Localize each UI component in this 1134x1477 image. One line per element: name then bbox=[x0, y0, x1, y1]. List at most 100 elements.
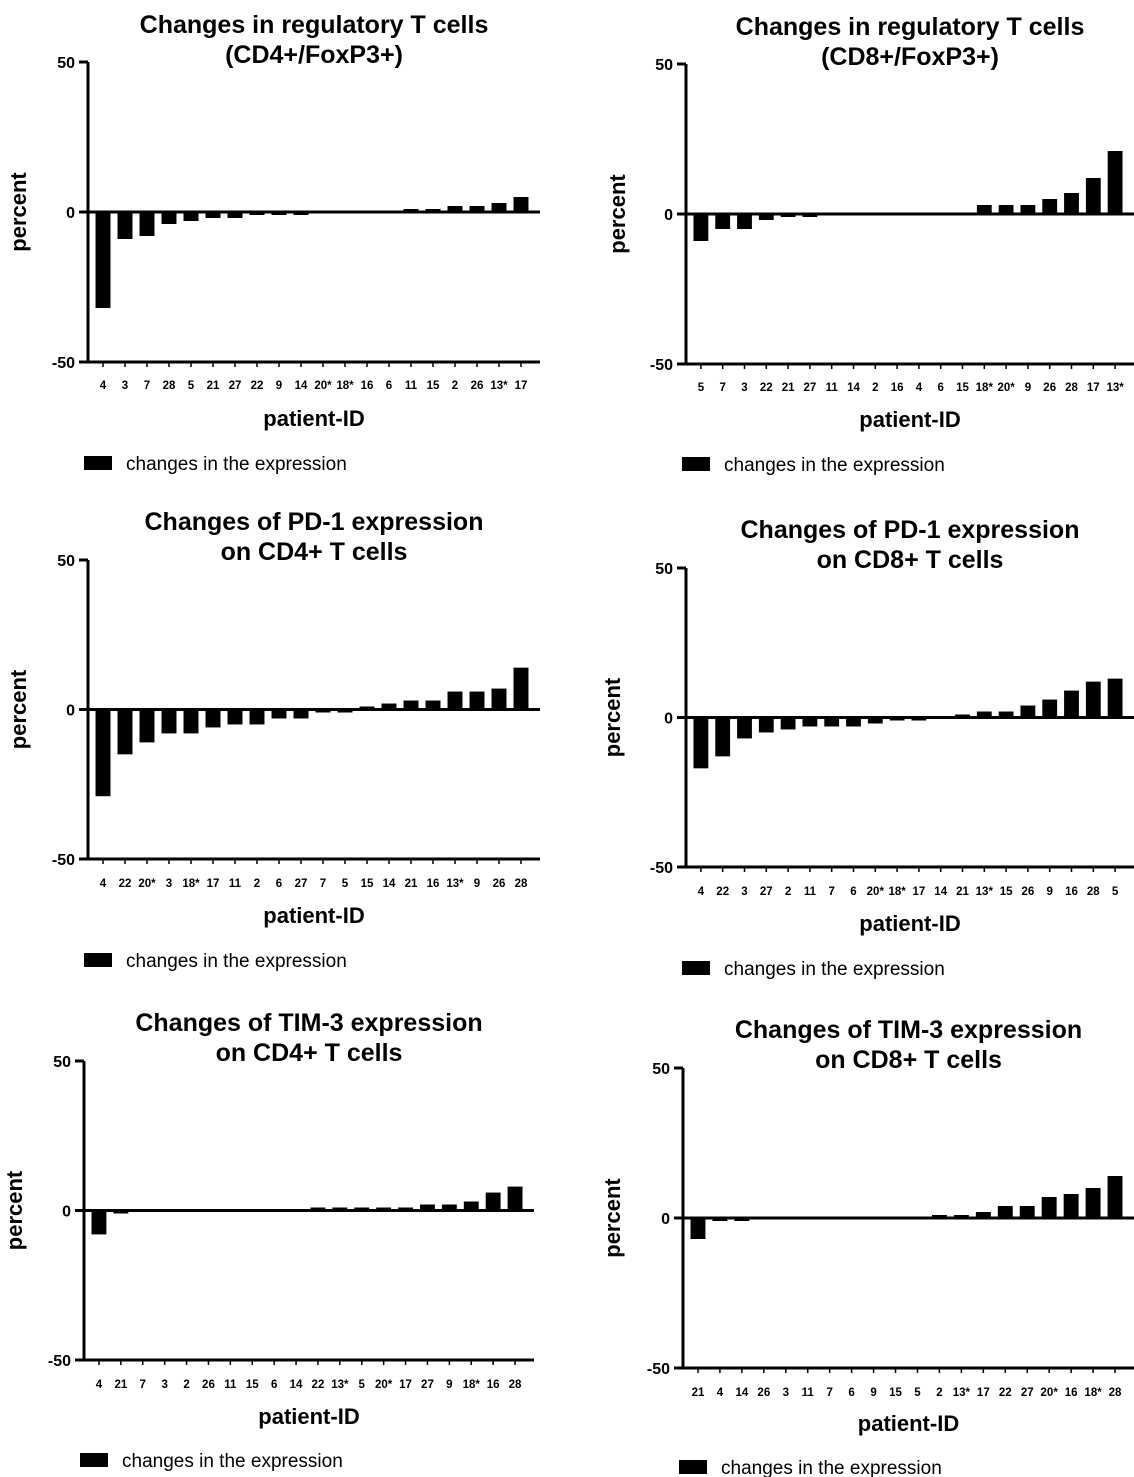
x-tick-label: 20* bbox=[867, 886, 885, 898]
y-tick-label: -50 bbox=[52, 355, 75, 372]
bar bbox=[271, 213, 287, 215]
x-tick-label: 26 bbox=[202, 1379, 215, 1391]
x-tick-label: 28 bbox=[1109, 1387, 1122, 1399]
x-tick-label: 11 bbox=[804, 886, 817, 898]
x-tick-label: 18* bbox=[463, 1379, 481, 1391]
bar bbox=[310, 1207, 326, 1210]
x-tick-label: 9 bbox=[870, 1387, 876, 1399]
x-tick-label: 26 bbox=[757, 1387, 770, 1399]
x-tick-label: 5 bbox=[359, 1379, 366, 1391]
bar bbox=[227, 212, 243, 218]
legend-label: changes in the expression bbox=[126, 951, 347, 972]
bar bbox=[953, 1215, 969, 1217]
x-axis-label: patient-ID bbox=[859, 911, 960, 936]
bar bbox=[205, 212, 221, 218]
x-tick-label: 7 bbox=[144, 380, 150, 392]
x-tick-label: 15 bbox=[956, 382, 969, 394]
x-tick-label: 22 bbox=[760, 382, 773, 394]
x-tick-label: 16 bbox=[487, 1379, 500, 1391]
bar bbox=[976, 711, 992, 718]
x-tick-label: 22 bbox=[312, 1379, 325, 1391]
x-tick-label: 5 bbox=[914, 1387, 921, 1399]
x-tick-label: 4 bbox=[698, 886, 705, 898]
x-tick-label: 16 bbox=[361, 380, 374, 392]
chart-title: on CD4+ T cells bbox=[221, 538, 408, 566]
chart-panel: Changes in regulatory T cells(CD8+/FoxP3… bbox=[605, 13, 1134, 476]
legend-label: changes in the expression bbox=[126, 454, 347, 475]
x-tick-label: 2 bbox=[785, 886, 791, 898]
bar bbox=[715, 214, 731, 229]
bar bbox=[420, 1204, 435, 1211]
bar bbox=[976, 205, 992, 214]
x-tick-label: 17 bbox=[399, 1379, 412, 1391]
bar bbox=[1019, 1206, 1035, 1218]
bar bbox=[802, 215, 818, 217]
bar bbox=[715, 717, 731, 757]
x-tick-label: 14 bbox=[735, 1387, 748, 1399]
bar bbox=[337, 710, 353, 713]
bar bbox=[249, 709, 265, 725]
bar bbox=[95, 709, 111, 797]
x-axis-label: patient-ID bbox=[858, 1411, 959, 1436]
bar bbox=[117, 709, 133, 755]
bar bbox=[381, 703, 397, 710]
bar bbox=[95, 212, 111, 308]
bar bbox=[1085, 681, 1101, 718]
x-tick-label: 16 bbox=[1065, 886, 1078, 898]
legend-swatch bbox=[80, 1453, 108, 1467]
legend-swatch bbox=[682, 961, 710, 975]
x-tick-label: 4 bbox=[100, 878, 107, 890]
x-tick-label: 4 bbox=[96, 1379, 103, 1391]
x-tick-label: 22 bbox=[251, 380, 264, 392]
bar bbox=[712, 1218, 728, 1221]
bar bbox=[998, 205, 1014, 214]
x-tick-label: 21 bbox=[782, 382, 795, 394]
x-tick-label: 6 bbox=[848, 1387, 854, 1399]
bar bbox=[997, 1206, 1013, 1218]
x-tick-label: 13* bbox=[446, 878, 464, 890]
bar bbox=[998, 711, 1014, 718]
x-tick-label: 9 bbox=[1046, 886, 1052, 898]
bar bbox=[911, 718, 927, 721]
bar bbox=[737, 717, 752, 739]
x-tick-label: 4 bbox=[916, 382, 923, 394]
bar bbox=[425, 700, 441, 710]
x-tick-label: 15 bbox=[246, 1379, 259, 1391]
chart-title: Changes of TIM-3 expression bbox=[135, 1009, 482, 1037]
y-tick-label: 50 bbox=[655, 57, 673, 74]
x-tick-label: 28 bbox=[515, 878, 528, 890]
y-axis-label: percent bbox=[2, 1170, 27, 1250]
x-tick-label: 16 bbox=[427, 878, 440, 890]
x-tick-label: 28 bbox=[163, 380, 176, 392]
y-axis-label: percent bbox=[600, 677, 625, 757]
x-tick-label: 7 bbox=[828, 886, 834, 898]
bar bbox=[293, 709, 309, 719]
bar bbox=[780, 214, 796, 217]
bar bbox=[693, 214, 709, 241]
bar bbox=[690, 1218, 706, 1239]
bar bbox=[469, 206, 485, 212]
legend-swatch bbox=[682, 457, 710, 471]
x-tick-label: 4 bbox=[717, 1387, 724, 1399]
x-tick-label: 27 bbox=[421, 1379, 434, 1391]
bar bbox=[780, 717, 796, 730]
bar bbox=[758, 214, 774, 220]
x-tick-label: 21 bbox=[692, 1387, 705, 1399]
chart-title: on CD8+ T cells bbox=[817, 546, 1004, 574]
x-tick-label: 2 bbox=[254, 878, 260, 890]
x-tick-label: 20* bbox=[997, 382, 1015, 394]
chart-title: (CD8+/FoxP3+) bbox=[821, 43, 999, 71]
x-tick-label: 21 bbox=[207, 380, 220, 392]
x-tick-label: 27 bbox=[760, 886, 773, 898]
legend-swatch bbox=[679, 1460, 707, 1474]
x-tick-label: 17 bbox=[977, 1387, 990, 1399]
x-tick-label: 5 bbox=[188, 380, 195, 392]
legend-label: changes in the expression bbox=[721, 1458, 942, 1477]
x-tick-label: 20* bbox=[314, 380, 332, 392]
x-tick-label: 7 bbox=[719, 382, 725, 394]
chart-title: Changes of TIM-3 expression bbox=[735, 1016, 1082, 1044]
bar bbox=[469, 691, 485, 710]
bar bbox=[1107, 151, 1123, 214]
x-tick-label: 11 bbox=[405, 380, 418, 392]
